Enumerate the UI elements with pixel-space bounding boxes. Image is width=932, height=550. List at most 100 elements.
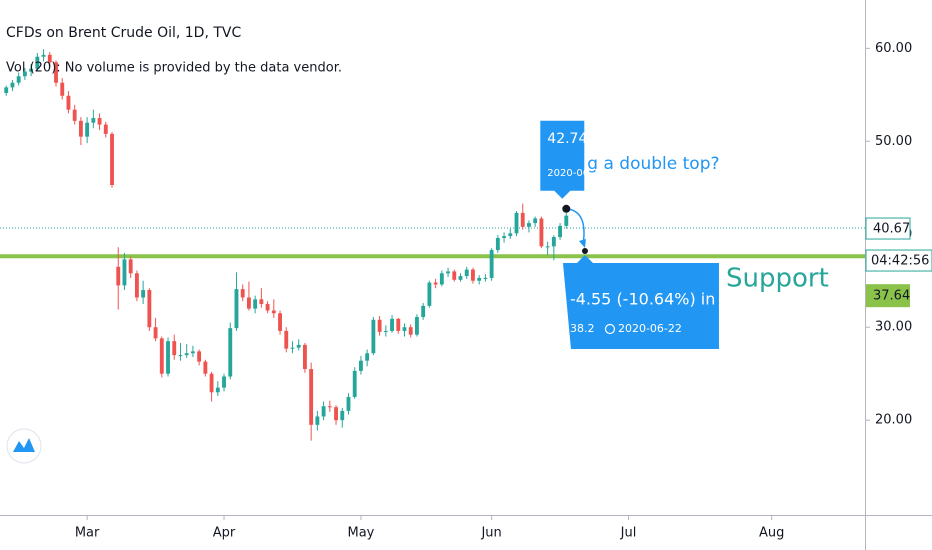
candle-body bbox=[495, 237, 500, 251]
candle-body bbox=[427, 282, 432, 306]
arrow-head bbox=[578, 238, 586, 248]
candle-body bbox=[433, 282, 438, 285]
x-tick-label: Apr bbox=[213, 526, 236, 541]
candle-body bbox=[85, 122, 90, 137]
candle-body bbox=[390, 318, 394, 331]
logo bbox=[6, 428, 42, 464]
candle-body bbox=[564, 215, 569, 226]
candle-body bbox=[327, 406, 332, 408]
candle-body bbox=[309, 369, 314, 425]
target-date: 2020-06-22 bbox=[618, 322, 682, 335]
clock-icon bbox=[604, 323, 616, 335]
candle-body bbox=[520, 212, 525, 227]
candle-body bbox=[47, 54, 52, 63]
candle-body bbox=[116, 266, 121, 286]
candle-body bbox=[421, 305, 426, 317]
countdown-box bbox=[865, 249, 932, 272]
candle-body bbox=[4, 87, 9, 93]
candle-body bbox=[321, 406, 326, 417]
candle-body bbox=[284, 330, 289, 349]
candle-body bbox=[78, 120, 83, 137]
callout-date: 2020-06-17 bbox=[547, 168, 605, 179]
x-tick-label: Jul bbox=[620, 526, 637, 541]
candle-body bbox=[178, 355, 183, 357]
change-callout bbox=[562, 254, 719, 349]
candle-body bbox=[147, 290, 152, 328]
candle-body bbox=[290, 347, 295, 349]
candle-body bbox=[91, 118, 96, 123]
candle-body bbox=[551, 237, 556, 247]
last-price-label: 40.67 bbox=[873, 222, 910, 237]
y-tick-label: 60.00 bbox=[875, 41, 912, 56]
candle-body bbox=[259, 299, 264, 304]
candle-body bbox=[545, 246, 550, 248]
candle-body bbox=[383, 330, 388, 332]
candle-body bbox=[278, 313, 282, 331]
candle-body bbox=[215, 387, 220, 393]
candle-body bbox=[502, 236, 506, 238]
candle-body bbox=[377, 319, 382, 332]
candle-body bbox=[134, 273, 139, 298]
candle-body bbox=[302, 344, 307, 370]
candle-body bbox=[558, 225, 563, 238]
candle-body bbox=[296, 344, 301, 348]
candle-body bbox=[66, 95, 71, 110]
candle-body bbox=[452, 271, 457, 280]
candle-body bbox=[483, 277, 488, 279]
candle-body bbox=[10, 82, 15, 88]
candle-body bbox=[222, 376, 226, 388]
candle-body bbox=[228, 328, 233, 377]
candle-body bbox=[209, 373, 214, 393]
candle-body bbox=[172, 341, 177, 356]
last-price-box bbox=[865, 217, 911, 240]
candle-body bbox=[439, 273, 444, 285]
candle-body bbox=[22, 71, 27, 77]
candle-body bbox=[110, 133, 114, 185]
x-tick-label: Mar bbox=[75, 526, 100, 541]
candle-body bbox=[159, 338, 164, 374]
x-tick-label: May bbox=[347, 526, 374, 541]
candle-body bbox=[340, 410, 345, 421]
x-tick-label: Aug bbox=[759, 526, 784, 541]
candle-body bbox=[471, 269, 475, 281]
candle-body bbox=[184, 353, 189, 356]
x-tick-label: Jun bbox=[480, 526, 501, 541]
candle-body bbox=[72, 109, 77, 121]
candle-body bbox=[408, 327, 413, 335]
callout-price: 42.74 bbox=[547, 131, 587, 147]
candle-body bbox=[464, 269, 469, 277]
candle-body bbox=[514, 212, 519, 234]
candle-body bbox=[103, 124, 108, 134]
candle-body bbox=[54, 62, 58, 83]
candle-body bbox=[122, 259, 127, 286]
candle-body bbox=[458, 276, 463, 280]
price-callout bbox=[540, 120, 585, 199]
candle-body bbox=[371, 319, 376, 354]
candle-body bbox=[240, 289, 245, 298]
change-label: -4.55 (-10.64%) in 6d bbox=[570, 289, 741, 308]
to-point bbox=[581, 247, 588, 254]
candle-body bbox=[396, 318, 401, 331]
candle-body bbox=[539, 218, 544, 247]
candle-body bbox=[346, 396, 351, 411]
candle-body bbox=[533, 218, 538, 224]
candle-body bbox=[253, 299, 258, 309]
annotation-text: g a double top? bbox=[587, 154, 719, 174]
candle-body bbox=[35, 56, 40, 69]
candle-body bbox=[402, 327, 407, 331]
candle-body bbox=[365, 353, 370, 361]
candle-body bbox=[334, 407, 338, 421]
candle-body bbox=[271, 310, 276, 314]
support-price-label: 37.64 bbox=[873, 289, 910, 304]
candle-body bbox=[446, 271, 450, 274]
candle-body bbox=[190, 351, 195, 354]
candle-body bbox=[29, 68, 34, 72]
support-price-box bbox=[866, 284, 910, 308]
candle-body bbox=[265, 303, 270, 311]
candle-body bbox=[477, 277, 482, 281]
candle-body bbox=[315, 416, 320, 425]
candle-body bbox=[527, 223, 531, 227]
candle-body bbox=[197, 351, 202, 362]
countdown-label: 04:42:56 bbox=[871, 254, 929, 269]
